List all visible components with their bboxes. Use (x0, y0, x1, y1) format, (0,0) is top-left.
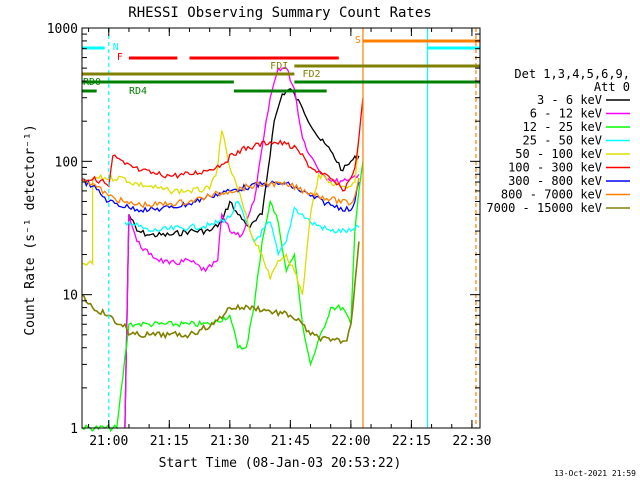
legend-header-line-1: Det 1,3,4,5,6,9, (514, 67, 630, 81)
series-line-50-100-kev (81, 130, 360, 295)
y-axis-label: Count Rate (s⁻¹ detector⁻¹) (23, 124, 38, 335)
legend-header-line-2: Att 0 (594, 80, 630, 94)
series-line-25-50-kev (124, 200, 360, 257)
legend-label: 7000 - 15000 keV (486, 201, 602, 215)
series-line-100-300-kev (81, 97, 364, 192)
x-tick-label: 22:30 (452, 434, 491, 449)
y-tick-label: 10 (62, 289, 78, 304)
annotation-label-f: F (117, 52, 123, 63)
legend-label: 3 - 6 keV (537, 93, 602, 107)
x-tick-label: 21:00 (89, 434, 128, 449)
legend-label: 6 - 12 keV (530, 107, 602, 121)
chart-title: RHESSI Observing Summary Count Rates (128, 5, 431, 21)
annotation-label-fdi: FDI (270, 61, 288, 72)
y-tick-label: 1 (70, 422, 78, 437)
generation-timestamp: 13-Oct-2021 21:59 (554, 469, 636, 478)
annotation-layer: NF S FDI FD2 RD0 RD4 (82, 28, 480, 428)
annotation-label-rd0: RD0 (83, 77, 101, 88)
series-line-3-6-kev (124, 88, 360, 429)
y-tick-label: 1000 (47, 22, 78, 37)
x-axis-label: Start Time (08-Jan-03 20:53:22) (159, 456, 402, 471)
annotation-label-s: S (355, 35, 361, 46)
legend-label: 12 - 25 keV (523, 120, 602, 134)
plot-area (81, 66, 364, 433)
x-tick-label: 22:15 (392, 434, 431, 449)
legend-label: 300 - 800 keV (508, 174, 602, 188)
x-tick-label: 21:30 (210, 434, 249, 449)
series-line-12-25-kev (81, 161, 364, 433)
legend-label: 50 - 100 keV (515, 147, 602, 161)
annotation-label-n: N (113, 42, 119, 53)
series-line-6-12-kev (124, 66, 360, 429)
legend-label: 800 - 7000 keV (501, 188, 602, 202)
y-tick-label: 100 (55, 155, 78, 170)
plot-frame (81, 27, 481, 429)
legend-label: 25 - 50 keV (523, 134, 602, 148)
annotation-label-rd4: RD4 (129, 86, 147, 97)
series-line-800-7000-kev (81, 177, 360, 209)
x-tick-label: 21:15 (150, 434, 189, 449)
annotation-label-fd2: FD2 (302, 69, 320, 80)
x-tick-label: 21:45 (271, 434, 310, 449)
x-tick-label: 22:00 (331, 434, 370, 449)
series-line-7000-15000-kev (81, 241, 360, 345)
axes: 1 10 100 1000 21:00 21:15 21:30 21:45 22:00 22:15… (47, 22, 492, 449)
legend-label: 100 - 300 keV (508, 161, 602, 175)
